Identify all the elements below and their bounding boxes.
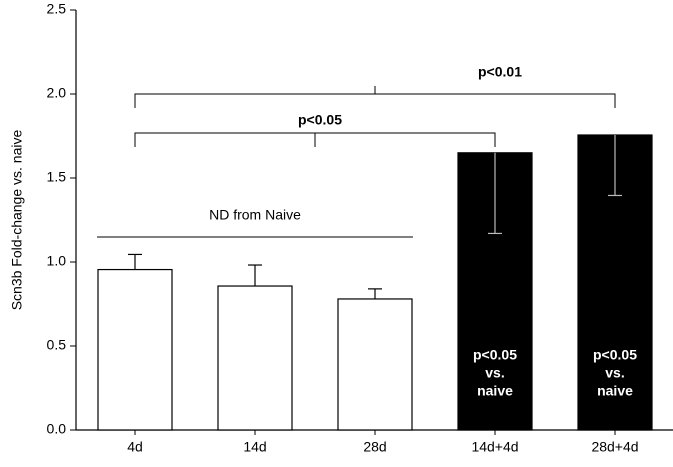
x-tick-label: 14d — [243, 439, 266, 455]
bar-annotation: naive — [597, 383, 633, 399]
bar-annotation: vs. — [485, 365, 504, 381]
y-tick-label: 1.5 — [47, 169, 67, 185]
bracket-label: ND from Naive — [209, 207, 301, 223]
y-axis-label: Scn3b Fold-change vs. naive — [9, 130, 25, 311]
significance-bracket — [134, 132, 496, 147]
x-tick-label: 4d — [127, 439, 143, 455]
bracket-label: p<0.01 — [478, 64, 522, 80]
x-tick-label: 28d — [363, 439, 386, 455]
bracket-label: p<0.05 — [298, 112, 342, 128]
bar-annotation: vs. — [605, 365, 624, 381]
y-tick-label: 0.0 — [47, 421, 67, 437]
bar-annotation: p<0.05 — [473, 347, 517, 363]
y-tick-label: 0.5 — [47, 337, 67, 353]
bar — [97, 268, 173, 431]
y-tick-label: 2.0 — [47, 85, 67, 101]
bar-annotation: p<0.05 — [593, 347, 637, 363]
significance-bracket — [134, 86, 616, 108]
y-tick-label: 2.5 — [47, 1, 67, 17]
bar-annotation: naive — [477, 383, 513, 399]
y-tick-label: 1.0 — [47, 253, 67, 269]
x-tick-label: 14d+4d — [471, 439, 518, 455]
bar — [217, 285, 293, 431]
x-tick-label: 28d+4d — [591, 439, 638, 455]
bar — [337, 298, 413, 431]
